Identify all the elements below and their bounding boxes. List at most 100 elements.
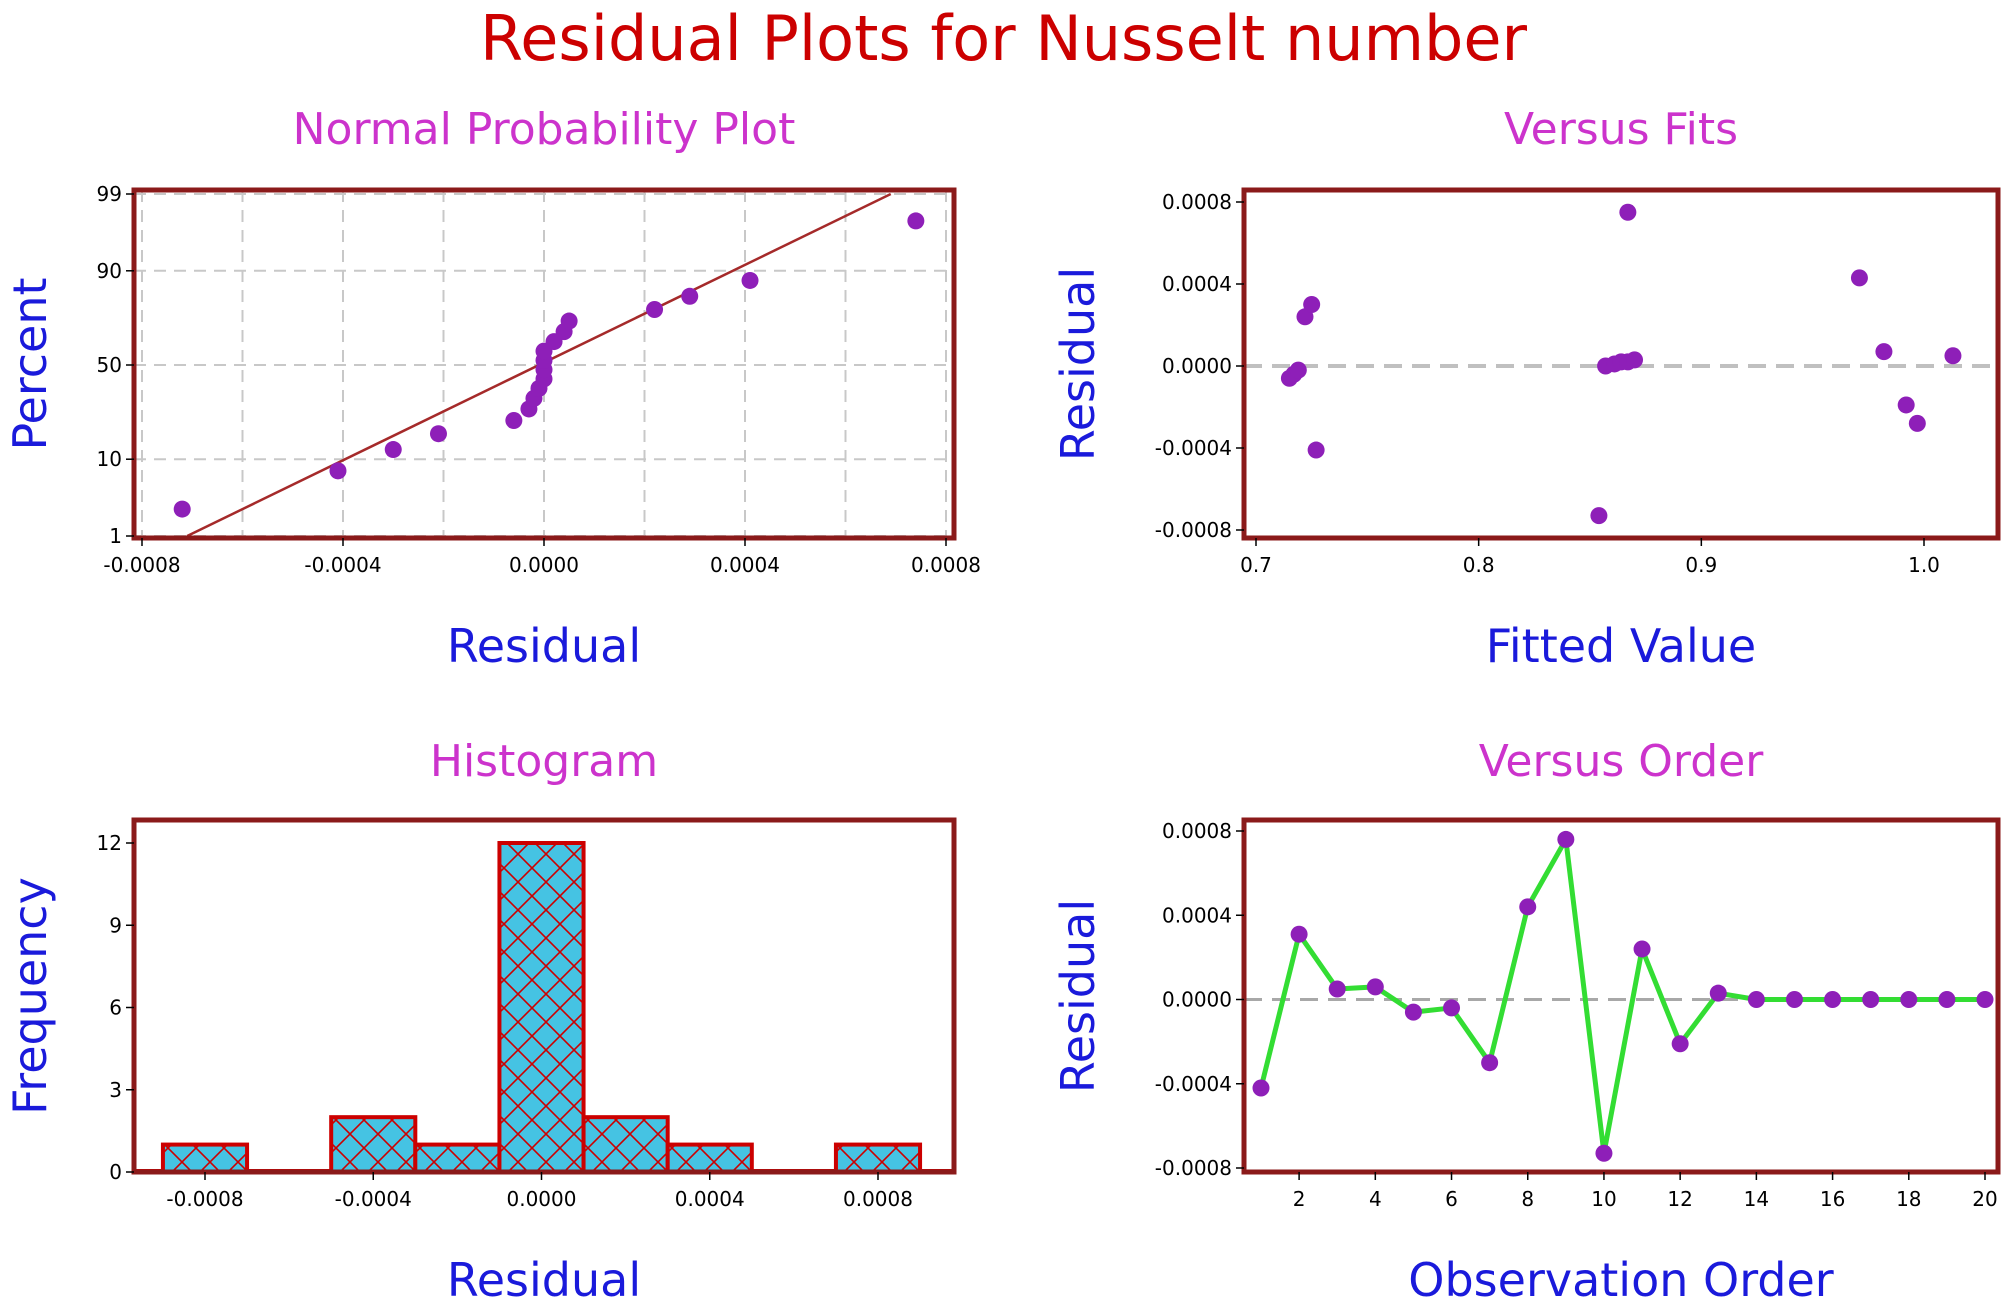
npp-point [505, 412, 523, 430]
npp-x-axis-label: Residual [447, 619, 641, 673]
npp-y-tick-label: 1 [109, 524, 122, 548]
hist-x-tick-label: -0.0008 [166, 1187, 243, 1211]
order-x-tick-label: 18 [1896, 1187, 1921, 1211]
fits-y-tick-label: 0.0004 [1162, 272, 1232, 296]
order-plot-frame [1241, 817, 2001, 1175]
order-x-tick-label: 2 [1293, 1187, 1306, 1211]
fits-point [1850, 269, 1868, 287]
npp-point [560, 312, 578, 330]
fits-x-tick-label: 0.8 [1463, 553, 1495, 577]
fits-point [1289, 361, 1307, 379]
npp-point [384, 441, 402, 459]
fits-y-axis-label: Residual [1051, 267, 1105, 461]
order-title: Versus Order [1479, 736, 1765, 787]
order-x-tick-label: 6 [1445, 1187, 1458, 1211]
fits-point [1875, 343, 1893, 361]
histogram-panel: -0.0008 -0.0004 0.0000 0.0004 0.0008 0 3 6 9 12 Hi… [3, 736, 957, 1307]
order-point [1900, 991, 1918, 1008]
fits-x-axis-label: Fitted Value [1486, 619, 1756, 673]
hist-x-tick-label: -0.0004 [335, 1187, 412, 1211]
order-point [1443, 999, 1461, 1017]
hist-y-tick-label: 9 [109, 913, 122, 937]
order-x-axis-label: Observation Order [1408, 1253, 1834, 1307]
fits-plot-frame [1241, 187, 2001, 541]
fits-point [1897, 396, 1915, 414]
hist-y-axis-label: Frequency [3, 877, 57, 1115]
fits-point [1590, 507, 1608, 525]
npp-x-tick-label: 0.0000 [509, 553, 579, 577]
hist-title: Histogram [430, 736, 658, 787]
hist-bar-hatch [413, 1142, 502, 1175]
npp-y-tick-label: 50 [97, 353, 122, 377]
versus-fits-panel: 0.7 0.8 0.9 1.0 -0.0008 -0.0004 0.0000 0.0004 0.… [1051, 104, 2001, 673]
fits-x-tick-label: 0.7 [1240, 553, 1272, 577]
order-point [1595, 1144, 1613, 1162]
hist-plot-frame [131, 817, 957, 1175]
npp-point [429, 425, 447, 443]
order-point [1976, 991, 1994, 1008]
fits-y-tick-label: -0.0008 [1155, 518, 1232, 542]
order-point [1290, 925, 1308, 943]
order-x-tick-label: 4 [1369, 1187, 1382, 1211]
order-point [1633, 940, 1651, 958]
npp-x-tick-label: 0.0008 [911, 553, 981, 577]
order-x-tick-label: 20 [1972, 1187, 1997, 1211]
hist-bar-hatch [581, 1115, 670, 1174]
order-point [1519, 898, 1537, 916]
order-point [1671, 1035, 1689, 1053]
fits-title: Versus Fits [1504, 104, 1738, 155]
fits-y-tick-label: 0.0000 [1162, 354, 1232, 378]
hist-bar-hatch [833, 1142, 923, 1175]
hist-bar-hatch [329, 1115, 418, 1174]
fits-point [1944, 347, 1962, 365]
order-point [1709, 984, 1727, 1002]
npp-y-axis-label: Percent [3, 277, 57, 450]
npp-point [681, 287, 699, 305]
order-point [1862, 991, 1880, 1008]
hist-bar-hatch [497, 841, 586, 1174]
hist-bar-hatch [665, 1142, 754, 1175]
order-point [1785, 991, 1803, 1008]
order-point [1481, 1054, 1499, 1072]
order-y-axis-label: Residual [1051, 899, 1105, 1093]
hist-x-tick-label: 0.0008 [843, 1187, 913, 1211]
npp-point [329, 462, 347, 480]
npp-point [741, 271, 759, 289]
order-point [1404, 1003, 1422, 1021]
order-x-tick-label: 10 [1591, 1187, 1616, 1211]
npp-x-tick-label: -0.0008 [103, 553, 180, 577]
order-x-tick-label: 16 [1820, 1187, 1845, 1211]
npp-title: Normal Probability Plot [293, 104, 796, 155]
hist-y-tick-label: 0 [109, 1160, 122, 1184]
normal-probability-panel: -0.0008 -0.0004 0.0000 0.0004 0.0008 1 10 50 90 9… [3, 104, 981, 673]
hist-y-tick-label: 3 [109, 1078, 122, 1102]
order-point [1824, 991, 1842, 1008]
npp-y-tick-label: 90 [97, 259, 122, 283]
versus-order-panel: 2 4 6 8 10 12 14 16 18 20 -0.0008 -0.0004 0.0000 0.00… [1051, 736, 2001, 1307]
npp-point [907, 212, 925, 230]
hist-x-axis-label: Residual [447, 1253, 641, 1307]
order-y-tick-label: -0.0008 [1155, 1156, 1232, 1180]
hist-y-tick-label: 12 [97, 831, 122, 855]
fits-point [1626, 351, 1644, 369]
fits-point [1619, 203, 1637, 221]
hist-x-tick-label: 0.0004 [675, 1187, 745, 1211]
order-point [1938, 991, 1956, 1008]
hist-bar-hatch [160, 1142, 250, 1175]
fits-point [1307, 441, 1325, 459]
order-point [1557, 830, 1575, 848]
npp-x-tick-label: 0.0004 [710, 553, 780, 577]
npp-x-tick-label: -0.0004 [304, 553, 381, 577]
order-point [1252, 1079, 1270, 1097]
fits-y-tick-label: 0.0008 [1162, 190, 1232, 214]
fits-x-tick-label: 1.0 [1908, 553, 1940, 577]
order-point [1328, 980, 1346, 998]
fits-x-tick-label: 0.9 [1685, 553, 1717, 577]
fits-y-tick-label: -0.0004 [1155, 436, 1232, 460]
fits-point [1908, 414, 1926, 432]
order-point [1366, 978, 1384, 996]
npp-point [173, 500, 191, 518]
npp-y-tick-label: 99 [97, 182, 122, 206]
order-y-tick-label: 0.0004 [1162, 903, 1232, 927]
